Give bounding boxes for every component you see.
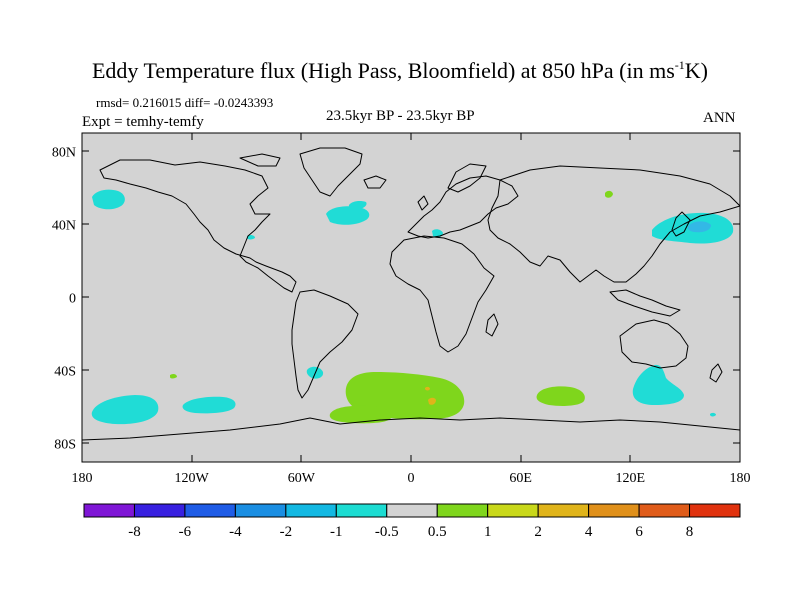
- colorbar-label: -6: [179, 524, 192, 540]
- lat-ticks: [82, 150, 740, 444]
- anomaly-region-s-atlantic-core2: [425, 386, 430, 391]
- coastline-north-america: [99, 159, 297, 293]
- coastline-south-america: [291, 289, 359, 399]
- lon-label: 60E: [509, 471, 532, 486]
- anomaly-region-s-pacific-central: [182, 396, 236, 414]
- colorbar-label: -2: [280, 524, 293, 540]
- coastline-australia: [619, 319, 689, 369]
- lon-label: 60W: [288, 471, 316, 486]
- anomaly-region-gulf-spot: [247, 234, 255, 240]
- coastline-antarctica: [82, 417, 740, 441]
- lon-label: 180: [730, 471, 751, 486]
- anomaly-region-indian-ocean: [536, 386, 585, 406]
- colorbar-label: -8: [128, 524, 141, 540]
- anomaly-region-n-atlantic: [326, 206, 370, 225]
- anomaly-region-sw-pacific-spot: [170, 373, 177, 379]
- lon-label: 120E: [616, 471, 646, 486]
- lat-label: 80S: [54, 438, 76, 453]
- lon-label: 0: [408, 471, 415, 486]
- coastlines: [82, 147, 740, 441]
- coastline-africa: [389, 235, 495, 353]
- anomaly-region-ne-pacific: [92, 189, 125, 210]
- colorbar-label: 1: [484, 524, 492, 540]
- coastline-arctic-islands: [239, 153, 281, 167]
- coastline-japan: [671, 211, 691, 237]
- coastline-europe: [407, 175, 519, 239]
- lat-label: 0: [69, 292, 76, 307]
- experiment-label: Expt = temhy-temfy: [82, 114, 204, 130]
- colorbar-swatch: [436, 503, 489, 518]
- anomaly-region-southern-ocean: [329, 405, 392, 424]
- anomaly-region-nz-spot: [710, 412, 716, 417]
- colorbar-swatch: [285, 503, 337, 518]
- colorbar-swatch: [588, 503, 640, 518]
- colorbar-label: 4: [585, 524, 593, 540]
- lat-labels: 80N 40N 0 40S 80S: [52, 145, 76, 452]
- lon-label: 120W: [175, 471, 210, 486]
- coastline-iceland: [363, 175, 387, 189]
- coastline-uk: [417, 195, 429, 211]
- season-label: ANN: [703, 110, 736, 126]
- lon-ticks: [191, 133, 631, 462]
- colorbar-swatch: [335, 503, 388, 518]
- lon-label: 180: [72, 471, 93, 486]
- colorbar-label: -0.5: [375, 524, 399, 540]
- colorbar-swatch: [184, 503, 236, 518]
- anomaly-region-nw-pacific-core: [687, 221, 711, 233]
- colorbar-swatch: [133, 503, 186, 518]
- colorbar-swatch: [386, 503, 438, 518]
- coastline-greenland: [299, 147, 363, 197]
- colorbar-label: 8: [686, 524, 694, 540]
- colorbar-label: 6: [635, 524, 643, 540]
- colorbar-label: 0.5: [428, 524, 447, 540]
- coastline-madagascar: [485, 313, 499, 337]
- colorbar-swatch: [537, 503, 590, 518]
- anomaly-region-siberia: [605, 190, 613, 198]
- anomaly-region-n-atlantic-small: [348, 201, 367, 209]
- anomaly-region-s-atlantic-core: [428, 397, 436, 405]
- anomaly-region-s-pacific-west: [91, 395, 159, 425]
- colorbar: [83, 503, 741, 518]
- coastline-scandinavia: [447, 163, 487, 193]
- anomaly-region-s-australia: [632, 364, 684, 405]
- coastline-new-zealand: [709, 363, 723, 383]
- colorbar-label: -4: [229, 524, 242, 540]
- lat-label: 40N: [52, 218, 76, 233]
- colorbar-swatch: [83, 503, 135, 518]
- lat-label: 80N: [52, 145, 76, 160]
- anomaly-fields: [91, 189, 734, 425]
- period-label: 23.5kyr BP - 23.5kyr BP: [326, 108, 475, 124]
- colorbar-swatch: [487, 503, 539, 518]
- colorbar-swatch: [689, 503, 741, 518]
- colorbar-label: 2: [534, 524, 542, 540]
- map-title: Eddy Temperature flux (High Pass, Bloomf…: [91, 58, 708, 83]
- colorbar-labels: -8 -6 -4 -2 -1 -0.5 0.5 1 2 4 6 8: [128, 524, 693, 540]
- lat-label: 40S: [54, 365, 76, 380]
- colorbar-swatch: [234, 503, 287, 518]
- colorbar-swatch: [638, 503, 691, 518]
- lon-labels: 180 120W 60W 0 60E 120E 180: [72, 471, 751, 486]
- coastline-asia: [487, 165, 740, 283]
- stats-text: rmsd= 0.216015 diff= -0.0243393: [96, 95, 274, 110]
- colorbar-label: -1: [330, 524, 343, 540]
- coastline-se-asia-islands: [609, 289, 681, 317]
